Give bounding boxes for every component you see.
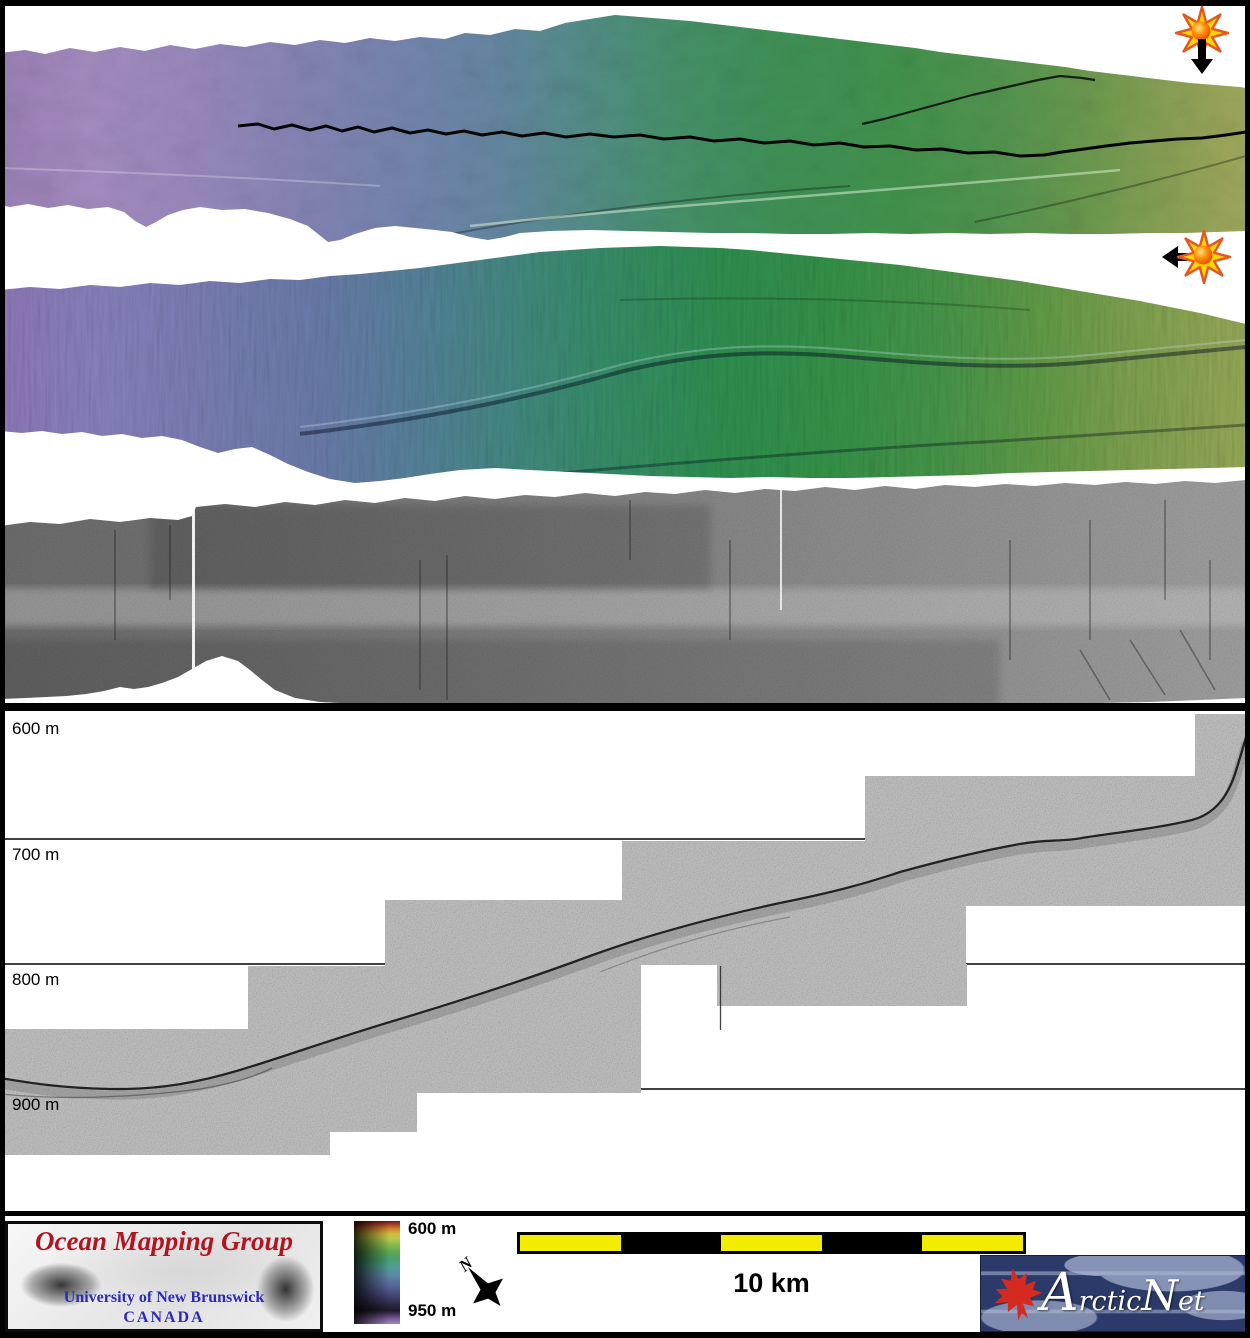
- colorbar-top-label: 600 m: [408, 1219, 457, 1238]
- depth-label-600m: 600 m: [12, 719, 60, 738]
- arcticnet-logo: ArcticNet: [980, 1255, 1246, 1332]
- frame-border-top: [0, 0, 1250, 6]
- arcticnet-wordmark: ArcticNet: [1041, 1258, 1205, 1331]
- maple-leaf-icon: [994, 1268, 1043, 1321]
- scale-segment: [721, 1235, 822, 1251]
- ocean-mapping-group-logo: Ocean Mapping Group University of New Br…: [5, 1221, 323, 1332]
- arcticnet-letter-n: N: [1141, 1271, 1178, 1320]
- frame-border-right: [1245, 0, 1250, 1338]
- legend-top-border: [0, 1211, 1250, 1216]
- scale-segment: [520, 1235, 621, 1251]
- scale-bar: [517, 1232, 1026, 1254]
- depth-label-800m: 800 m: [12, 970, 60, 989]
- omg-country: CANADA: [123, 1309, 205, 1326]
- bathymetry-panel-top: [0, 15, 1246, 242]
- backscatter-panel: [0, 480, 1246, 709]
- bathymetry-panel-middle: [0, 246, 1246, 483]
- sun-arrow-left-icon: [1162, 229, 1232, 285]
- scale-segment: [821, 1235, 923, 1251]
- north-arrow-icon: N: [454, 1253, 503, 1306]
- frame-border-left: [0, 0, 5, 1338]
- omg-title: Ocean Mapping Group: [34, 1226, 294, 1256]
- scale-segment: [922, 1235, 1023, 1251]
- frame-border-bottom: [0, 1332, 1250, 1338]
- depth-label-700m: 700 m: [12, 845, 60, 864]
- sun-arrow-down-icon: [1174, 5, 1230, 74]
- arcticnet-letter-a: A: [1041, 1263, 1079, 1323]
- arcticnet-rctic: rctic: [1078, 1286, 1142, 1317]
- bathymetry-ridge-lines: [299, 297, 1246, 475]
- seabed-scour-lines: [0, 74, 1246, 237]
- arcticnet-et: et: [1177, 1286, 1205, 1317]
- profile-top-border: [0, 703, 1250, 711]
- depth-colorbar: [354, 1221, 400, 1324]
- scale-segment: [620, 1235, 722, 1251]
- scale-bar-label: 10 km: [733, 1268, 810, 1298]
- depth-label-900m: 900 m: [12, 1095, 60, 1114]
- seabed-reflector: [0, 736, 1250, 1100]
- omg-university: University of New Brunswick: [63, 1289, 265, 1306]
- colorbar-bottom-label: 950 m: [408, 1301, 457, 1320]
